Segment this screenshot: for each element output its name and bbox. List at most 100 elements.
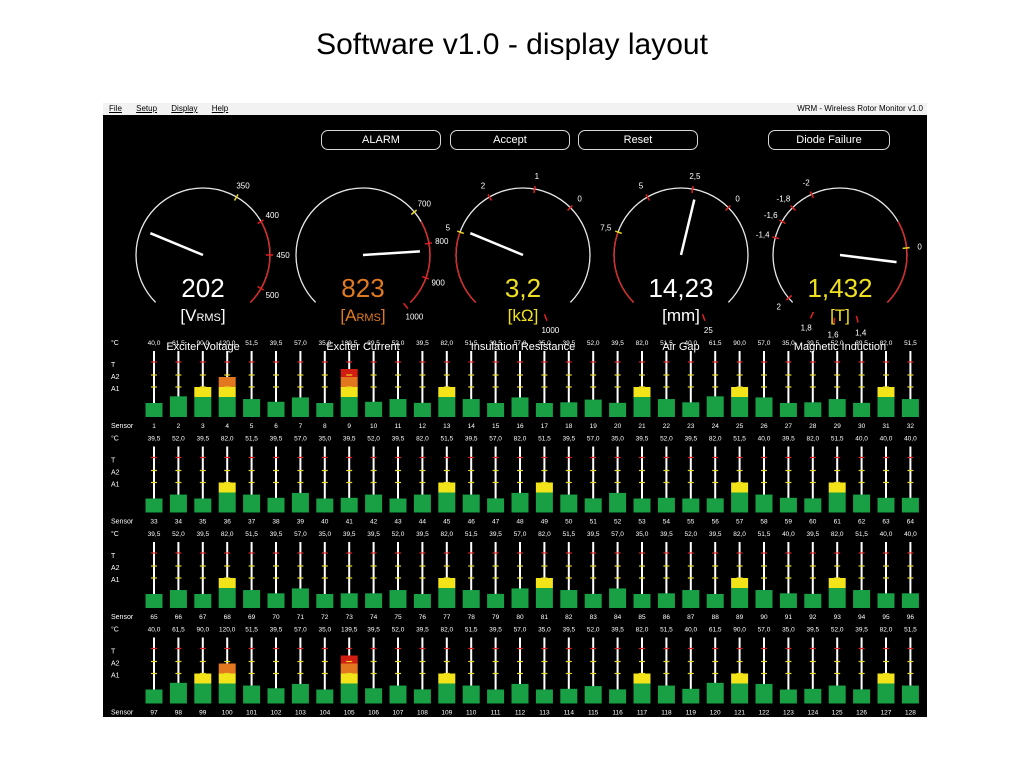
sensor-column[interactable]: 52,0 19 [584,340,602,430]
sensor-column[interactable]: 52,0 34 [169,436,187,526]
sensor-column[interactable]: 39,5 73 [340,531,358,621]
sensor-column[interactable]: 57,0 80 [511,531,529,621]
sensor-column[interactable]: 39,5 116 [609,627,627,717]
sensor-column[interactable]: 35,0 17 [535,340,553,430]
sensor-column[interactable]: 52,0 66 [169,531,187,621]
sensor-column[interactable]: 39,5 12 [413,340,431,430]
sensor-column[interactable]: 52,0 107 [389,627,407,717]
sensor-column[interactable]: 82,0 48 [511,436,529,526]
sensor-column[interactable]: 40,0 96 [901,531,919,621]
sensor-column[interactable]: 120,04 [218,340,236,430]
sensor-column[interactable]: 57,0 51 [584,436,602,526]
menu-setup[interactable]: Setup [136,104,158,113]
sensor-column[interactable]: 57,0 103 [291,627,309,717]
sensor-column[interactable]: 82,0 127 [877,627,895,717]
reset-button[interactable]: Reset [578,130,698,150]
sensor-column[interactable]: 52,0 125 [828,627,846,717]
sensor-column[interactable]: 57,0 112 [511,627,529,717]
sensor-column[interactable]: 57,07 [291,340,309,430]
sensor-column[interactable]: 35,0 85 [633,531,651,621]
sensor-column[interactable]: 82,0 81 [535,531,553,621]
sensor-column[interactable]: 61,5 98 [169,627,187,717]
sensor-column[interactable]: 39,5 88 [706,531,724,621]
sensor-column[interactable]: 39,5 20 [609,340,627,430]
sensor-column[interactable]: 51,5 45 [438,436,456,526]
sensor-column[interactable]: 51,5 118 [657,627,675,717]
sensor-column[interactable]: 51,5 22 [657,340,675,430]
sensor-column[interactable]: 40,0 64 [901,436,919,526]
sensor-column[interactable]: 39,5 102 [267,627,285,717]
sensor-column[interactable]: 39,5 67 [194,531,212,621]
sensor-column[interactable]: 51,5 101 [243,627,261,717]
sensor-column[interactable]: 39,5 76 [413,531,431,621]
sensor-column[interactable]: 39,5 33 [145,436,163,526]
sensor-column[interactable]: 40,01 [145,340,163,430]
sensor-column[interactable]: 39,5 124 [804,627,822,717]
sensor-column[interactable]: 82,0 13 [438,340,456,430]
sensor-column[interactable]: 35,08 [316,340,334,430]
sensor-column[interactable]: 39,5 53 [633,436,651,526]
sensor-column[interactable]: 35,0 113 [535,627,553,717]
sensor-column[interactable]: 39,5 108 [413,627,431,717]
sensor-column[interactable]: 57,0 84 [609,531,627,621]
menu-file[interactable]: File [109,104,122,113]
sensor-column[interactable]: 52,0 115 [584,627,602,717]
sensor-column[interactable]: 82,0 36 [218,436,236,526]
sensor-column[interactable]: 35,0 123 [779,627,797,717]
sensor-column[interactable]: 51,5 69 [243,531,261,621]
sensor-column[interactable]: 51,5 90 [755,531,773,621]
sensor-column[interactable]: 61,5 120 [706,627,724,717]
sensor-column[interactable]: 51,5 32 [901,340,919,430]
sensor-column[interactable]: 82,0 44 [413,436,431,526]
sensor-column[interactable]: 82,0 56 [706,436,724,526]
sensor-column[interactable]: 52,0 42 [365,436,383,526]
menu-display[interactable]: Display [171,104,198,113]
sensor-column[interactable]: 35,0 104 [316,627,334,717]
sensor-column[interactable]: 39,5 43 [389,436,407,526]
sensor-column[interactable]: 39,5 86 [657,531,675,621]
sensor-column[interactable]: 82,0 31 [877,340,895,430]
sensor-column[interactable]: 51,5 37 [243,436,261,526]
sensor-column[interactable]: 90,03 [194,340,212,430]
sensor-column[interactable]: 39,5 15 [487,340,505,430]
sensor-column[interactable]: 40,0 95 [877,531,895,621]
sensor-column[interactable]: 61,5 24 [706,340,724,430]
sensor-column[interactable]: 40,0 91 [779,531,797,621]
sensor-column[interactable]: 82,0 89 [731,531,749,621]
sensor-column[interactable]: 39,5 30 [853,340,871,430]
sensor-column[interactable]: 40,0 58 [755,436,773,526]
sensor-column[interactable]: 51,5 82 [560,531,578,621]
sensor-column[interactable]: 39,5 28 [804,340,822,430]
sensor-column[interactable]: 40,0 63 [877,436,895,526]
sensor-column[interactable]: 51,5 57 [731,436,749,526]
sensor-column[interactable]: 57,0 26 [755,340,773,430]
sensor-column[interactable]: 82,0 109 [438,627,456,717]
sensor-column[interactable]: 39,5 50 [560,436,578,526]
sensor-column[interactable]: 39,5 74 [365,531,383,621]
sensor-column[interactable]: 51,5 49 [535,436,553,526]
sensor-column[interactable]: 39,5 41 [340,436,358,526]
sensor-column[interactable]: 82,0 68 [218,531,236,621]
sensor-column[interactable]: 39,5 114 [560,627,578,717]
sensor-column[interactable]: 39,5 18 [560,340,578,430]
sensor-column[interactable]: 35,0 40 [316,436,334,526]
sensor-column[interactable]: 39,5 35 [194,436,212,526]
sensor-column[interactable]: 39,56 [267,340,285,430]
sensor-column[interactable]: 57,0 71 [291,531,309,621]
diode-failure-button[interactable]: Diode Failure [768,130,890,150]
sensor-column[interactable]: 57,0 47 [487,436,505,526]
sensor-column[interactable]: 39,5 38 [267,436,285,526]
sensor-column[interactable]: 139,5 105 [340,627,358,717]
sensor-column[interactable]: 51,5 110 [462,627,480,717]
sensor-column[interactable]: 82,0 21 [633,340,651,430]
sensor-column[interactable]: 61,52 [169,340,187,430]
sensor-column[interactable]: 39,5 65 [145,531,163,621]
sensor-column[interactable]: 57,0 16 [511,340,529,430]
sensor-column[interactable]: 39,5 126 [853,627,871,717]
menu-help[interactable]: Help [211,104,229,113]
sensor-column[interactable]: 39,5 46 [462,436,480,526]
sensor-column[interactable]: 40,0 62 [853,436,871,526]
sensor-column[interactable]: 35,0 72 [316,531,334,621]
sensor-column[interactable]: 51,55 [243,340,261,430]
sensor-column[interactable]: 51,5 78 [462,531,480,621]
